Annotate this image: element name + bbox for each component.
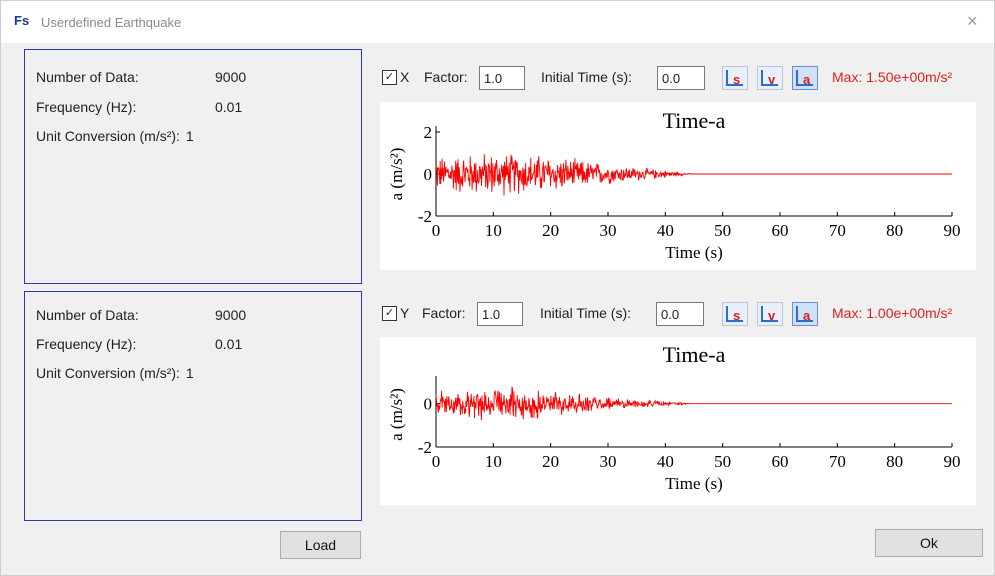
window-title: Userdefined Earthquake — [41, 15, 181, 30]
x-tick-label: 80 — [886, 452, 903, 471]
x-tick-label: 10 — [485, 221, 502, 240]
x-tick-label: 90 — [944, 452, 961, 471]
initial-time-input[interactable]: 0.0 — [656, 302, 704, 326]
info-row: Number of Data: 9000 — [36, 307, 139, 323]
signal-series-line — [436, 387, 952, 420]
time-a-chart-y: Time-a 0 10 20 30 40 50 60 70 80 90 -2 0 Time (s) a (m… — [380, 337, 976, 505]
app-logo-icon: Fs — [14, 13, 36, 29]
initial-time-input[interactable]: 0.0 — [657, 66, 705, 90]
x-checkbox[interactable]: ✓ — [382, 70, 397, 85]
controls-row-x: ✓ X Factor: 1.0 Initial Time (s): 0.0 s … — [381, 66, 981, 92]
svg-text:v: v — [768, 308, 776, 323]
x-tick-label: 10 — [485, 452, 502, 471]
y-checkbox-label: Y — [400, 305, 409, 321]
signal-series-line — [436, 154, 952, 195]
chart-a-button[interactable]: a — [792, 66, 818, 90]
svg-text:a: a — [803, 308, 811, 323]
close-icon[interactable]: × — [967, 11, 978, 32]
chart-v-button[interactable]: v — [757, 66, 783, 90]
load-button[interactable]: Load — [280, 531, 361, 559]
initial-time-label: Initial Time (s): — [541, 69, 632, 85]
x-tick-label: 50 — [714, 452, 731, 471]
y-tick-label: -2 — [418, 438, 432, 457]
chart-s-icon: s — [723, 303, 747, 325]
controls-row-y: ✓ Y Factor: 1.0 Initial Time (s): 0.0 s … — [381, 302, 981, 328]
x-tick-label: 30 — [600, 452, 617, 471]
chart-v-icon: v — [758, 303, 782, 325]
x-tick-label: 90 — [944, 221, 961, 240]
title-bar: Fs Userdefined Earthquake × — [1, 1, 994, 43]
chart-v-button[interactable]: v — [757, 302, 783, 326]
chart-v-icon: v — [758, 67, 782, 89]
time-a-chart-x: Time-a 0 10 20 30 40 50 60 70 80 90 -2 0 2 Time (s) a (… — [380, 102, 976, 270]
factor-input[interactable]: 1.0 — [477, 302, 523, 326]
chart-s-button[interactable]: s — [722, 302, 748, 326]
info-row: Frequency (Hz): 0.01 — [36, 336, 136, 352]
y-checkbox[interactable]: ✓ — [382, 306, 397, 321]
y-axis-label: a (m/s²) — [387, 148, 406, 201]
max-value-label: Max: 1.50e+00m/s² — [832, 69, 952, 85]
y-tick-label: 0 — [424, 165, 433, 184]
svg-text:s: s — [733, 308, 740, 323]
max-value-label: Max: 1.00e+00m/s² — [832, 305, 952, 321]
chart-title: Time-a — [663, 108, 726, 133]
info-panel-x: Number of Data: 9000 Frequency (Hz): 0.01 … — [24, 49, 362, 284]
x-tick-label: 80 — [886, 221, 903, 240]
x-tick-label: 0 — [432, 221, 441, 240]
x-tick-label: 30 — [600, 221, 617, 240]
initial-time-label: Initial Time (s): — [540, 305, 631, 321]
x-tick-label: 40 — [657, 452, 674, 471]
info-row: Unit Conversion (m/s²): 1 — [36, 365, 194, 381]
x-tick-label: 60 — [772, 221, 789, 240]
x-tick-label: 20 — [542, 452, 559, 471]
x-tick-label: 0 — [432, 452, 441, 471]
factor-input[interactable]: 1.0 — [479, 66, 525, 90]
chart-s-button[interactable]: s — [722, 66, 748, 90]
x-tick-label: 70 — [829, 221, 846, 240]
chart-a-icon: a — [793, 303, 817, 325]
svg-text:a: a — [803, 72, 811, 87]
chart-title: Time-a — [663, 342, 726, 367]
x-tick-label: 20 — [542, 221, 559, 240]
y-axis-label: a (m/s²) — [387, 388, 406, 441]
x-tick-label: 60 — [772, 452, 789, 471]
factor-label: Factor: — [424, 69, 468, 85]
info-row: Unit Conversion (m/s²): 1 — [36, 128, 194, 144]
ok-button[interactable]: Ok — [875, 529, 983, 557]
info-panel-y: Number of Data: 9000 Frequency (Hz): 0.01 … — [24, 291, 362, 521]
svg-text:v: v — [768, 72, 776, 87]
factor-label: Factor: — [422, 305, 466, 321]
chart-a-button[interactable]: a — [792, 302, 818, 326]
y-tick-label: 2 — [424, 123, 433, 142]
x-tick-label: 40 — [657, 221, 674, 240]
y-tick-label: 0 — [424, 395, 433, 414]
y-tick-label: -2 — [418, 207, 432, 226]
info-row: Number of Data: 9000 — [36, 69, 139, 85]
chart-s-icon: s — [723, 67, 747, 89]
x-axis-label: Time (s) — [665, 243, 722, 262]
x-tick-label: 70 — [829, 452, 846, 471]
info-row: Frequency (Hz): 0.01 — [36, 99, 136, 115]
x-tick-label: 50 — [714, 221, 731, 240]
chart-a-icon: a — [793, 67, 817, 89]
svg-text:s: s — [733, 72, 740, 87]
x-axis-label: Time (s) — [665, 474, 722, 493]
x-checkbox-label: X — [400, 69, 409, 85]
